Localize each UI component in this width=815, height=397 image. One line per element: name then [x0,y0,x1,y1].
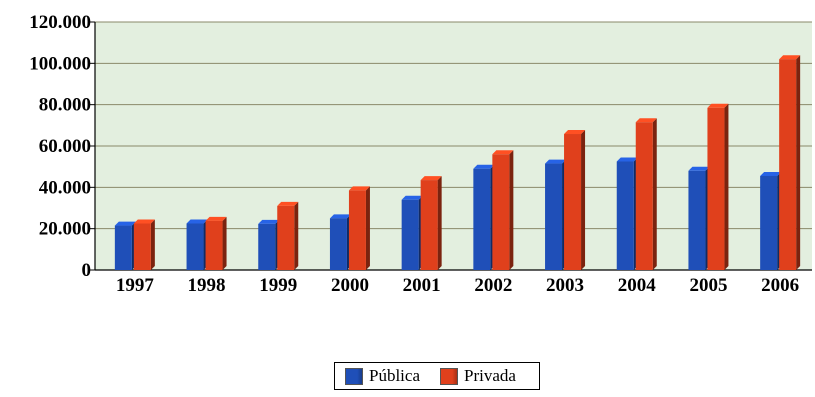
bar-privada [707,107,725,271]
bar-privada [348,190,366,270]
bar-publica [473,168,491,270]
bar-publica [186,223,204,270]
bar-top-publica [258,219,280,224]
y-tick-label: 80.000 [39,95,91,116]
legend-swatch-publica [345,367,363,385]
legend-label-privada: Privada [464,366,516,385]
bar-top-privada [779,55,801,60]
bar-side-privada [509,150,514,270]
x-tick-label: 2001 [403,275,441,296]
bar-privada [635,122,653,270]
bar-top-privada [635,118,657,123]
bar-top-privada [133,219,155,224]
bar-top-privada [564,130,586,135]
bar-top-privada [348,186,370,191]
bar-top-publica [401,195,423,200]
bar-top-privada [277,201,299,206]
bar-publica [688,170,706,270]
y-tick-label: 60.000 [39,136,91,157]
bar-publica [258,223,276,270]
legend-item-privada: Privada [440,366,516,386]
bar-top-privada [205,216,227,221]
bar-side-privada [796,55,801,271]
bar-top-publica [473,164,495,169]
bar-top-publica [329,214,351,219]
bar-top-publica [545,159,567,164]
legend: Pública Privada [334,362,540,390]
bar-privada [205,220,223,270]
bar-side-privada [365,186,370,270]
bar-top-publica [688,166,710,171]
bar-top-publica [186,219,208,224]
bar-publica [401,199,419,270]
x-tick-label: 2005 [689,275,727,296]
x-tick-label: 1999 [259,275,297,296]
legend-swatch-privada [440,367,458,385]
legend-item-publica: Pública [345,366,420,386]
bar-privada [779,59,797,271]
y-tick-label: 40.000 [39,177,91,198]
bar-publica [114,225,132,270]
bar-side-privada [724,103,729,271]
bar-side-privada [437,176,442,270]
x-tick-label: 1998 [188,275,226,296]
bar-top-publica [114,221,136,226]
bar-top-publica [760,171,782,176]
bar-privada [492,154,510,270]
bar-privada [420,180,438,270]
bar-publica [760,175,778,270]
bar-side-privada [294,201,299,270]
y-tick-label: 0 [82,260,92,281]
bar-side-privada [652,118,657,270]
bar-top-privada [492,150,514,155]
x-tick-label: 2004 [618,275,657,296]
y-tick-label: 20.000 [39,219,91,240]
legend-label-publica: Pública [369,366,420,385]
x-tick-label: 2002 [474,275,512,296]
bar-side-privada [150,219,155,270]
x-tick-label: 2000 [331,275,369,296]
bar-top-privada [707,103,729,108]
bar-privada [133,223,151,270]
bar-top-publica [616,157,638,162]
x-tick-label: 2003 [546,275,584,296]
x-tick-label: 2006 [761,275,799,296]
x-tick-label: 1997 [116,275,155,296]
bar-publica [545,163,563,270]
bar-privada [277,205,295,270]
y-tick-label: 120.000 [29,12,91,33]
bar-top-privada [420,176,442,181]
bar-publica [329,218,347,270]
bar-side-privada [581,130,586,270]
bar-privada [564,134,582,270]
bar-publica [616,161,634,270]
bar-side-privada [222,216,227,270]
y-tick-label: 100.000 [29,53,91,74]
